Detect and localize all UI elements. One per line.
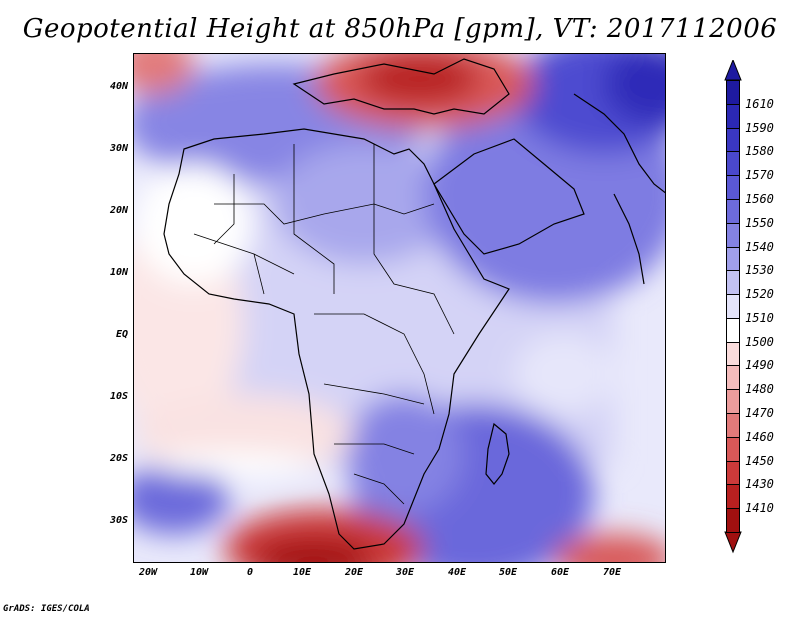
- chart-title: Geopotential Height at 850hPa [gpm], VT:…: [22, 14, 778, 44]
- lat-label: 20S: [109, 453, 128, 464]
- colorbar-segment: [726, 436, 740, 462]
- colorbar-label: 1520: [745, 287, 774, 302]
- map-panel: [133, 53, 666, 563]
- colorbar-label: 1460: [745, 429, 774, 444]
- colorbar-label: 1450: [745, 453, 774, 468]
- colorbar-segment: [726, 413, 740, 438]
- lat-label: 10S: [109, 391, 128, 402]
- colorbar-segment: [726, 294, 740, 319]
- colorbar-segment: [726, 270, 740, 296]
- lon-label: 60E: [550, 567, 570, 578]
- lon-label: 20W: [138, 567, 158, 578]
- colorbar-segment: [726, 198, 740, 224]
- lat-label: EQ: [115, 329, 128, 340]
- lat-label: 30N: [109, 143, 128, 154]
- coastlines: [163, 58, 665, 550]
- lon-label: 0: [246, 567, 254, 578]
- lon-label: 50E: [498, 567, 518, 578]
- lon-label: 40E: [447, 567, 467, 578]
- colorbar-label: 1590: [745, 120, 774, 135]
- colorbar-label: 1410: [745, 501, 774, 516]
- height-field-map: [134, 54, 665, 562]
- colorbar-label: 1430: [745, 477, 774, 492]
- colorbar-segment: [726, 127, 740, 153]
- colorbar-segment: [726, 341, 740, 367]
- lon-label: 20E: [344, 567, 364, 578]
- lat-label: 30S: [109, 515, 128, 526]
- lat-label: 40N: [109, 81, 128, 92]
- colorbar-label: 1580: [745, 144, 774, 159]
- colorbar-label: 1550: [745, 215, 774, 230]
- colorbar-label: 1610: [745, 96, 774, 111]
- lon-label: 10E: [292, 567, 312, 578]
- colorbar-bottom-arrow: [724, 531, 742, 554]
- lat-label: 10N: [109, 267, 128, 278]
- colorbar-segment: [726, 103, 740, 129]
- colorbar-segment: [726, 317, 740, 343]
- lon-label: 30E: [395, 567, 415, 578]
- colorbar-label: 1540: [745, 239, 774, 254]
- colorbar-label: 1480: [745, 382, 774, 397]
- colorbar-label: 1560: [745, 191, 774, 206]
- lon-label: 70E: [602, 567, 622, 578]
- colorbar-segment: [726, 175, 740, 200]
- colorbar-segment: [726, 484, 740, 510]
- colorbar-label: 1500: [745, 334, 774, 349]
- lon-label: 10W: [189, 567, 209, 578]
- colorbar-label: 1510: [745, 310, 774, 325]
- colorbar-segment: [726, 508, 740, 533]
- lat-label: 20N: [109, 205, 128, 216]
- colorbar-label: 1490: [745, 358, 774, 373]
- colorbar-segment: [726, 389, 740, 415]
- colorbar-label: 1530: [745, 263, 774, 278]
- colorbar-segment: [726, 222, 740, 248]
- colorbar-label: 1570: [745, 168, 774, 183]
- colorbar-segment: [726, 246, 740, 272]
- colorbar-segment: [726, 151, 740, 177]
- colorbar-segment: [726, 365, 740, 391]
- colorbar-top-arrow: [724, 60, 742, 81]
- colorbar-segment: [726, 460, 740, 486]
- colorbar-segment: [726, 80, 740, 105]
- colorbar-label: 1470: [745, 406, 774, 421]
- footer-credit: GrADS: IGES/COLA: [3, 604, 90, 614]
